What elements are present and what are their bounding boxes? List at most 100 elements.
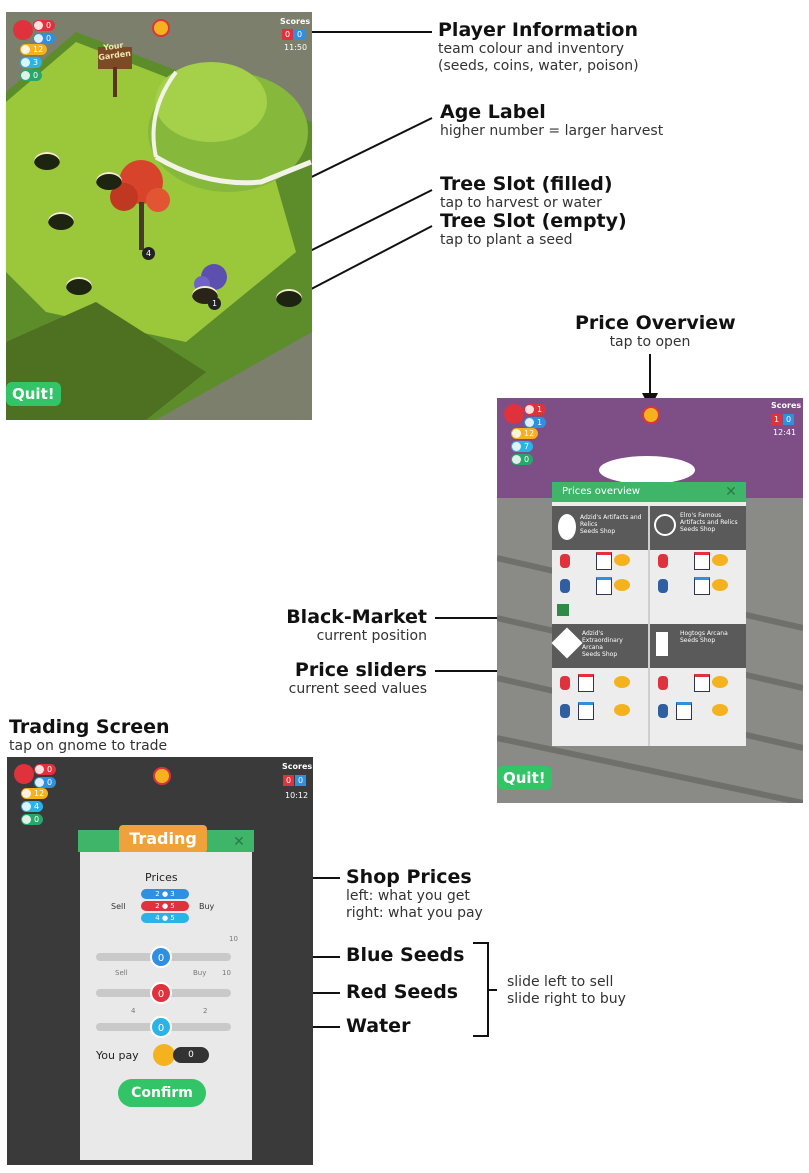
shop-logo-icon bbox=[654, 514, 676, 536]
timer: 11:50 bbox=[284, 43, 308, 52]
inventory-blue-seeds: 0 bbox=[33, 33, 56, 44]
black-market-icon bbox=[557, 604, 569, 616]
price-row-red: 2 ● 5 bbox=[141, 901, 189, 911]
inventory-poison: 0 bbox=[511, 454, 534, 465]
price-overview-icon[interactable] bbox=[153, 767, 171, 785]
coin-icon bbox=[614, 554, 630, 566]
coin-icon bbox=[712, 676, 728, 688]
score-red: 0 bbox=[283, 775, 294, 786]
inventory-poison: 0 bbox=[21, 814, 44, 825]
shop-header: Hogtogs Arcana Seeds Shop bbox=[650, 624, 746, 668]
slider-bracket bbox=[473, 942, 497, 1037]
shop-header: Adzid's Artifacts and Relics Seeds Shop bbox=[552, 506, 648, 550]
label-blue-seeds: Blue Seeds bbox=[346, 944, 465, 966]
scores-label: Scores bbox=[282, 762, 313, 771]
price-overview-icon[interactable] bbox=[642, 406, 660, 424]
price-slider-marker bbox=[676, 702, 692, 720]
label-subtitle: (seeds, coins, water, poison) bbox=[438, 58, 639, 74]
overview-screen: 1 1 12 7 0 Scores 1 0 12:41 Prices overv… bbox=[497, 398, 803, 803]
score-red: 0 bbox=[282, 29, 293, 40]
red-seed-icon bbox=[658, 676, 668, 690]
label-black-market: Black-Market current position bbox=[280, 606, 427, 645]
you-pay-label: You pay bbox=[96, 1049, 139, 1062]
label-subtitle: left: what you get bbox=[346, 888, 470, 904]
quit-button[interactable]: Quit! bbox=[497, 766, 552, 790]
inventory-coins: 12 bbox=[20, 44, 48, 55]
inventory-coins: 12 bbox=[21, 788, 49, 799]
shop-header: Elro's Famous Artifacts and Relics Seeds … bbox=[650, 506, 746, 550]
timer: 12:41 bbox=[773, 428, 797, 437]
price-slider-marker bbox=[694, 552, 710, 570]
scores-label: Scores bbox=[280, 17, 311, 26]
inventory-blue-seeds: 0 bbox=[34, 777, 57, 788]
label-subtitle: tap to harvest or water bbox=[440, 195, 602, 211]
inventory-poison: 0 bbox=[20, 70, 43, 81]
score-red: 1 bbox=[771, 414, 782, 425]
label-subtitle: right: what you pay bbox=[346, 905, 483, 921]
sell-label: Sell bbox=[111, 902, 126, 911]
price-overview-icon[interactable] bbox=[152, 19, 170, 37]
blue-seed-icon bbox=[560, 704, 570, 718]
price-slider-marker bbox=[596, 577, 612, 595]
label-subtitle: current seed values bbox=[288, 681, 427, 697]
tick-label: 4 bbox=[131, 1007, 136, 1015]
label-subtitle: team colour and inventory bbox=[438, 41, 624, 57]
age-label: 4 bbox=[142, 247, 155, 260]
player-avatar-icon bbox=[14, 764, 34, 784]
close-icon[interactable]: ✕ bbox=[725, 484, 737, 500]
label-subtitle: slide right to buy bbox=[507, 991, 626, 1007]
tree-slot-empty[interactable] bbox=[276, 289, 302, 307]
coin-icon bbox=[614, 676, 630, 688]
label-tree-filled: Tree Slot (filled) tap to harvest or wat… bbox=[440, 173, 613, 212]
tree-slot-empty[interactable] bbox=[48, 212, 74, 230]
tree-slot-empty[interactable] bbox=[66, 277, 92, 295]
label-age-label: Age Label higher number = larger harvest bbox=[440, 101, 663, 140]
label-subtitle: tap on gnome to trade bbox=[9, 738, 168, 754]
label-title: Tree Slot (empty) bbox=[440, 210, 627, 232]
price-row-water: 4 ● 5 bbox=[141, 913, 189, 923]
quit-button[interactable]: Quit! bbox=[6, 382, 61, 406]
tree-red bbox=[110, 160, 170, 250]
label-shop-prices: Shop Prices left: what you get right: wh… bbox=[346, 866, 483, 922]
coin-icon bbox=[153, 1044, 175, 1066]
label-title: Price sliders bbox=[294, 659, 427, 681]
red-seeds-slider-knob[interactable]: 0 bbox=[150, 982, 172, 1004]
shop-logo-icon bbox=[558, 514, 576, 540]
coin-icon bbox=[712, 579, 728, 591]
inventory-red-seeds: 1 bbox=[524, 404, 547, 415]
inventory-water: 3 bbox=[20, 57, 43, 68]
label-title: Black-Market bbox=[286, 606, 427, 628]
prices-label: Prices bbox=[145, 871, 178, 884]
coin-icon bbox=[614, 704, 630, 716]
scores-label: Scores bbox=[771, 401, 802, 410]
prices-overview-panel: Prices overview ✕ Adzid's Artifacts and … bbox=[551, 482, 746, 746]
inventory-red-seeds: 0 bbox=[34, 764, 57, 775]
inventory-water: 4 bbox=[21, 801, 44, 812]
coin-icon bbox=[712, 704, 728, 716]
red-seed-icon bbox=[560, 554, 570, 568]
label-subtitle: tap to open bbox=[609, 334, 691, 350]
tick-label: 2 bbox=[203, 1007, 208, 1015]
panel-divider bbox=[648, 506, 650, 746]
blue-seed-icon bbox=[658, 579, 668, 593]
inventory-blue-seeds: 1 bbox=[524, 417, 547, 428]
label-title: Shop Prices bbox=[346, 866, 472, 888]
price-slider-marker bbox=[596, 552, 612, 570]
tree-slot-empty[interactable] bbox=[34, 152, 60, 170]
blue-seeds-slider-knob[interactable]: 0 bbox=[150, 946, 172, 968]
shop-name: Adzid's Extraordinary Arcana Seeds Shop bbox=[582, 630, 623, 658]
label-tree-empty: Tree Slot (empty) tap to plant a seed bbox=[440, 210, 627, 249]
label-subtitle: tap to plant a seed bbox=[440, 232, 573, 248]
label-slide-hint: slide left to sell slide right to buy bbox=[507, 974, 626, 1008]
player-avatar-icon bbox=[504, 404, 524, 424]
water-slider-knob[interactable]: 0 bbox=[150, 1016, 172, 1038]
tick-label: 10 bbox=[229, 935, 238, 943]
price-slider-marker bbox=[694, 577, 710, 595]
label-red-seeds: Red Seeds bbox=[346, 981, 459, 1003]
close-icon[interactable]: ✕ bbox=[233, 834, 245, 850]
shop-logo-icon bbox=[551, 627, 583, 659]
label-subtitle: current position bbox=[316, 628, 427, 644]
shop-name: Hogtogs Arcana Seeds Shop bbox=[680, 630, 728, 644]
tree-slot-empty[interactable] bbox=[96, 172, 122, 190]
confirm-button[interactable]: Confirm bbox=[118, 1079, 206, 1107]
